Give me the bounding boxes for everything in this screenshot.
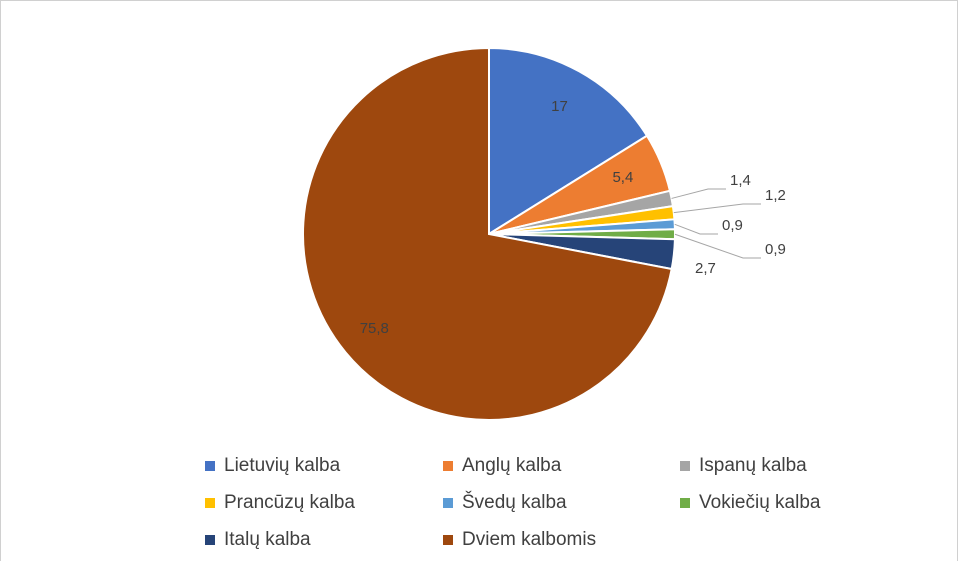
data-label: 1,2 — [765, 187, 786, 204]
data-label: 5,4 — [612, 169, 633, 186]
leader-line — [673, 203, 761, 214]
legend-swatch — [205, 461, 215, 471]
leader-line — [671, 188, 726, 199]
pie-slice — [488, 46, 649, 236]
legend-swatch — [443, 535, 453, 545]
legend-label: Švedų kalba — [462, 491, 567, 513]
legend-swatch — [443, 498, 453, 508]
data-label: 17 — [551, 98, 568, 115]
leader-line — [674, 233, 761, 259]
legend-swatch — [680, 461, 690, 471]
data-label: 0,9 — [722, 217, 743, 234]
legend-label: Italų kalba — [224, 529, 311, 550]
legend-swatch — [443, 461, 453, 471]
data-label: 0,9 — [765, 241, 786, 258]
legend-label: Lietuvių kalba — [224, 455, 341, 476]
legend-swatch — [205, 535, 215, 545]
legend-swatch — [680, 498, 690, 508]
data-label: 75,8 — [360, 320, 389, 337]
legend-swatch — [205, 498, 215, 508]
leader-line — [674, 223, 718, 235]
legend-label: Dviem kalbomis — [462, 529, 596, 550]
data-label: 2,7 — [695, 260, 716, 277]
legend-label: Anglų kalba — [462, 455, 562, 476]
pie-slice — [302, 46, 673, 421]
legend-label: Vokiečių kalba — [699, 492, 821, 513]
legend-label: Prancūzų kalba — [224, 492, 355, 513]
legend-label: Ispanų kalba — [699, 455, 807, 476]
data-label: 1,4 — [730, 172, 751, 189]
